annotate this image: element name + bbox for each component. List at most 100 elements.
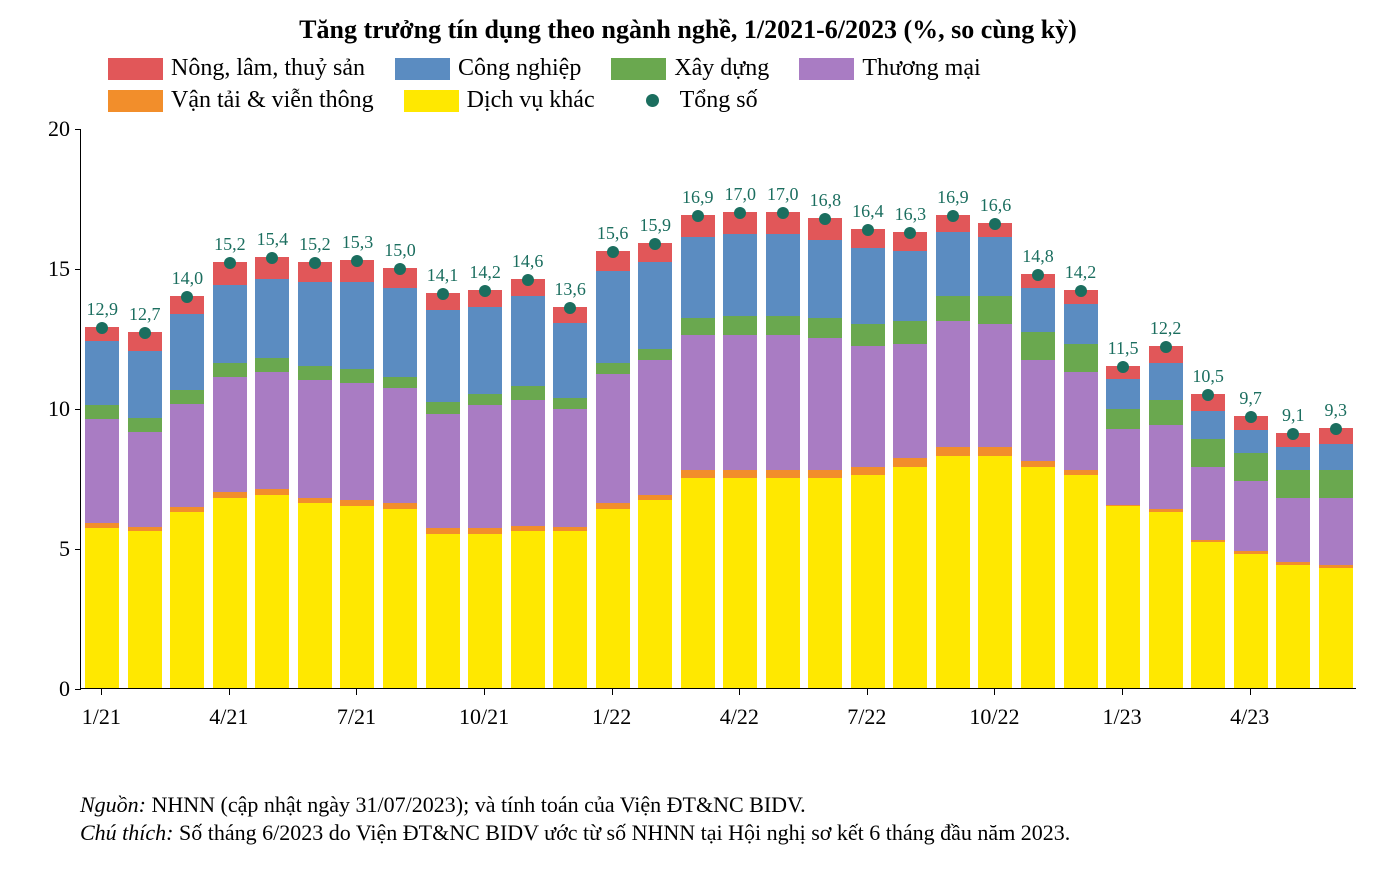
bar-segment [808,478,842,688]
bar-segment [340,282,374,369]
total-label: 12,9 [87,299,119,320]
bar-column [468,290,502,688]
bar-column [936,215,970,688]
bar-column [553,307,587,688]
total-dot [1287,428,1299,440]
footer-source-text: NHNN (cập nhật ngày 31/07/2023); và tính… [146,792,806,817]
bar-column [638,243,672,688]
bar-column [1319,428,1353,688]
bar-segment [298,503,332,688]
bar-segment [596,509,630,688]
bar-column [851,229,885,688]
legend-swatch [799,58,854,80]
bar-segment [340,383,374,501]
total-dot [734,207,746,219]
bar-column [1234,416,1268,688]
bar-segment [85,528,119,688]
bar-segment [1149,400,1183,425]
bar-segment [426,414,460,529]
bar-segment [1106,409,1140,429]
x-tick-mark [739,689,740,695]
bar-column [1106,366,1140,688]
legend-label: Công nghiệp [458,55,581,82]
total-dot [1202,389,1214,401]
legend-item: Dịch vụ khác [404,87,595,114]
bar-segment [1106,429,1140,505]
bar-segment [511,531,545,688]
bar-segment [1191,467,1225,540]
bar-segment [766,316,800,336]
bar-segment [85,341,119,405]
legend-item: Thương mại [799,55,980,82]
bar-segment [1021,360,1055,461]
bar-segment [1064,475,1098,688]
bar-segment [936,296,970,321]
total-dot [989,218,1001,230]
bar-segment [1234,453,1268,481]
y-tick-label: 5 [30,536,70,562]
bar-segment [638,349,672,360]
bar-segment [170,512,204,688]
x-tick-mark [612,689,613,695]
total-label: 9,1 [1282,405,1305,426]
x-tick-label: 10/21 [459,704,509,730]
x-tick-mark [101,689,102,695]
total-dot [947,210,959,222]
bar-column [340,260,374,688]
legend-swatch [395,58,450,80]
bar-column [426,293,460,688]
total-dot [139,327,151,339]
total-label: 15,3 [342,232,374,253]
bar-segment [128,432,162,527]
bar-segment [851,475,885,688]
total-label: 15,0 [384,240,416,261]
x-tick-mark [1250,689,1251,695]
total-label: 14,2 [469,262,501,283]
bar-segment [511,386,545,400]
footer-note: Chú thích: Số tháng 6/2023 do Viện ĐT&NC… [80,820,1320,846]
total-dot [309,257,321,269]
total-label: 12,2 [1150,318,1182,339]
bar-segment [681,318,715,335]
bar-column [808,218,842,688]
bar-segment [1191,411,1225,439]
bar-segment [723,478,757,688]
legend-item: Vận tải & viễn thông [108,87,374,114]
bar-segment [298,366,332,380]
total-label: 15,9 [639,215,671,236]
bar-segment [1319,498,1353,565]
total-dot [96,322,108,334]
x-tick-label: 4/21 [209,704,248,730]
bar-segment [978,237,1012,296]
bar-segment [1064,372,1098,470]
bar-segment [170,314,204,390]
total-dot [649,238,661,250]
x-tick-label: 7/22 [847,704,886,730]
total-label: 10,5 [1192,366,1224,387]
y-tick-label: 15 [30,256,70,282]
bar-segment [681,335,715,469]
y-tick-label: 20 [30,116,70,142]
legend-dot [646,94,659,107]
legend-swatch [611,58,666,80]
total-label: 14,0 [172,268,204,289]
bar-segment [426,310,460,402]
legend-dot-swatch [625,90,680,112]
bar-segment [255,279,289,357]
x-tick-mark [1122,689,1123,695]
chart-footer: Nguồn: NHNN (cập nhật ngày 31/07/2023); … [80,790,1320,846]
bar-segment [851,324,885,346]
x-tick-mark [867,689,868,695]
bar-segment [596,363,630,374]
x-tick-mark [484,689,485,695]
bar-segment [511,296,545,386]
x-axis: 1/214/217/2110/211/224/227/2210/221/234/… [80,689,1356,729]
total-dot [777,207,789,219]
x-tick-label: 4/23 [1230,704,1269,730]
legend-label: Vận tải & viễn thông [171,87,374,114]
plot-area-wrap: 05101520 12,912,714,015,215,415,215,315,… [40,129,1356,709]
bar-segment [978,447,1012,455]
bar-segment [978,296,1012,324]
bar-segment [1021,467,1055,688]
bar-segment [766,478,800,688]
